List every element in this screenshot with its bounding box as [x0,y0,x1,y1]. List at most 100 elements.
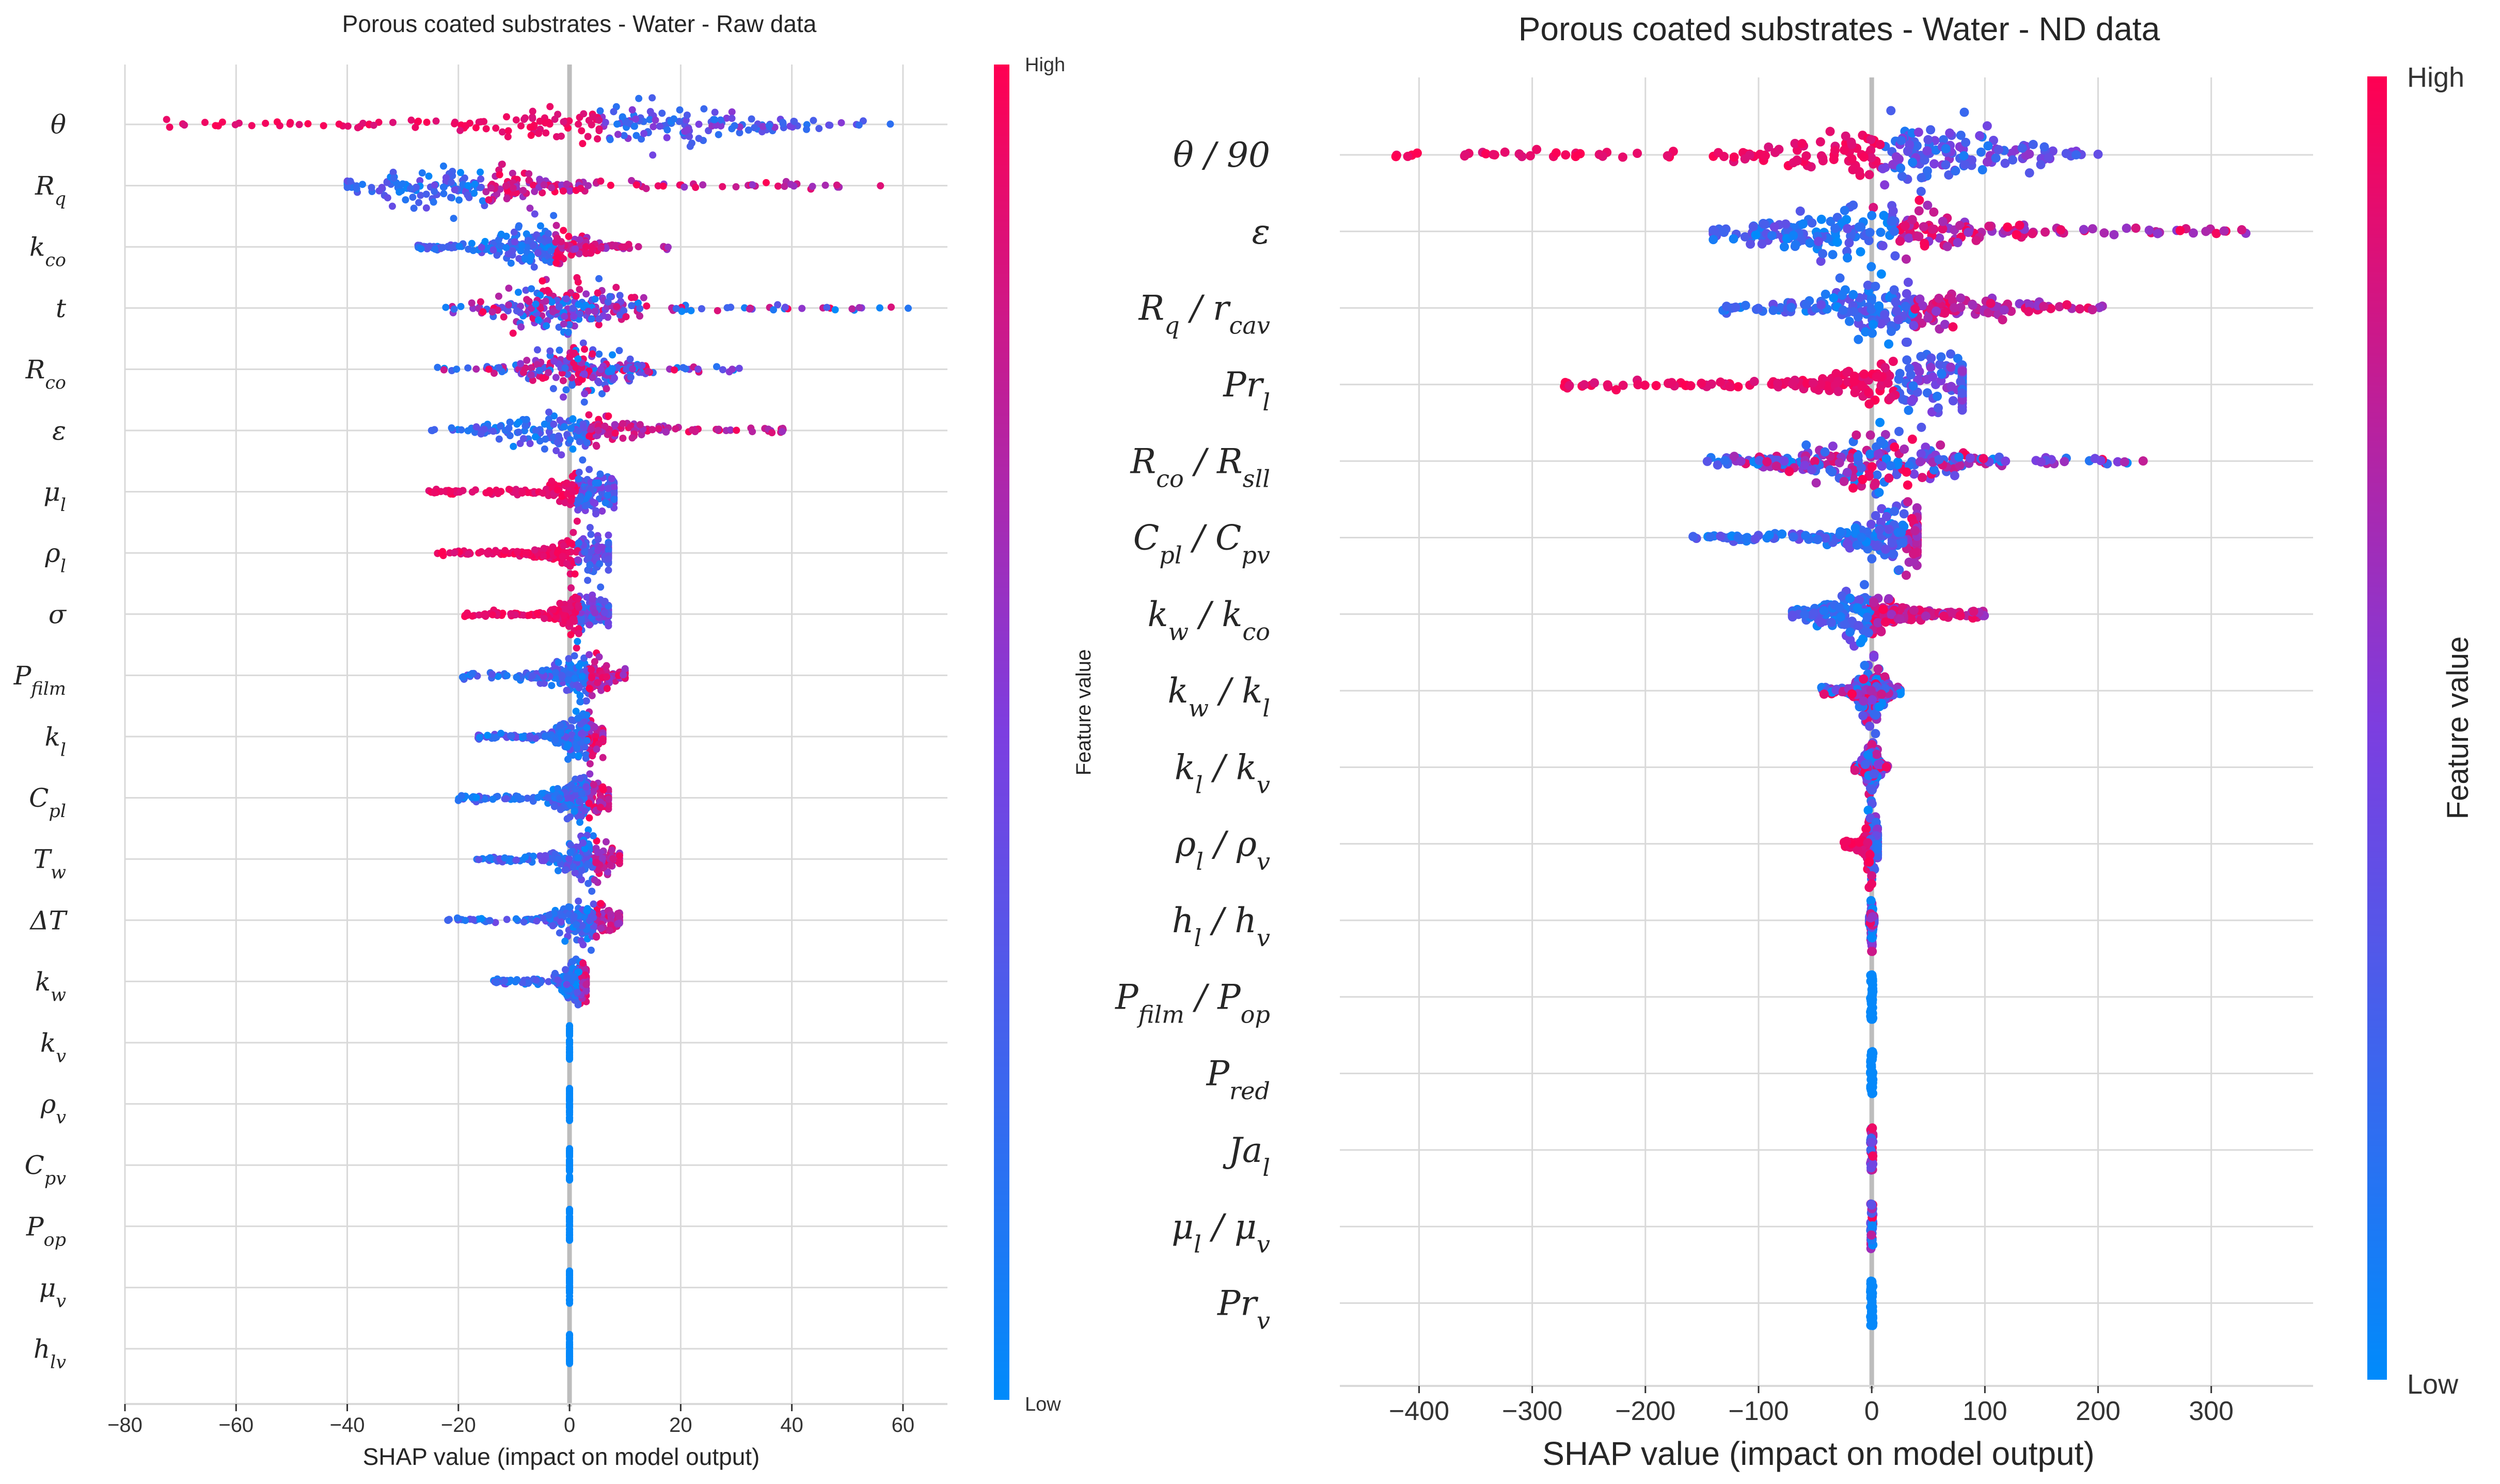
shap-point [728,108,736,116]
shap-point [571,869,579,876]
shap-point [497,729,505,737]
shap-point [540,181,548,189]
shap-point [1633,380,1643,390]
shap-point [560,118,567,125]
shap-point [545,408,553,416]
shap-point [541,445,548,453]
shap-point [1789,231,1798,241]
shap-point [483,549,491,556]
shap-point [553,234,561,242]
shap-point [599,735,607,743]
shap-point [566,1282,574,1289]
shap-point [646,116,654,123]
shap-point [580,398,588,406]
shap-point [466,119,473,127]
shap-point [2003,222,2013,232]
shap-point [604,485,612,492]
shap-point [1900,444,1909,454]
shap-point [520,116,528,123]
shap-point [1825,126,1835,136]
shap-point [1818,249,1828,259]
shap-point [512,116,520,124]
shap-point [540,552,547,560]
shap-point [714,307,721,314]
shap-point [589,752,596,760]
shap-point [493,251,501,259]
shap-point [1790,138,1800,148]
shap-point [1843,253,1853,263]
shap-point [687,307,695,314]
shap-point [1731,302,1740,312]
x-tick-label: 0 [564,1414,575,1437]
shap-point [781,304,789,311]
shap-point [1532,145,1542,154]
shap-point [613,302,621,310]
shap-point [569,305,577,312]
shap-point [611,429,619,437]
shap-point [719,183,726,190]
shap-point [581,502,589,510]
shap-point [634,299,642,307]
shap-point [1852,430,1861,440]
shap-point [495,435,503,443]
shap-point [1751,230,1761,240]
shap-point [586,814,593,822]
shap-point [579,456,587,464]
shap-point [422,204,430,212]
shap-point [602,499,609,506]
shap-point [416,177,424,185]
shap-point [587,946,595,954]
shap-point [594,377,602,385]
shap-point [470,189,478,197]
shap-point [1807,465,1817,475]
shap-point [1839,476,1849,486]
shap-point [662,428,670,436]
shap-point [468,299,476,307]
shap-point [1895,236,1905,246]
shap-point [531,188,539,196]
shap-point [877,182,884,189]
shap-point [532,300,540,308]
shap-point [407,116,415,124]
shap-point [1926,353,1936,363]
shap-point [567,584,575,592]
shap-point [569,415,577,423]
shap-point [248,122,256,130]
shap-point [595,275,603,282]
feature-label: μl [43,477,66,516]
shap-point [431,245,439,253]
shap-point [558,492,566,500]
shap-point [770,306,778,314]
shap-point [584,860,592,868]
shap-point [565,538,573,546]
shap-point [1848,483,1858,493]
shap-point [353,185,360,193]
shap-point [2039,301,2049,311]
shap-point [523,416,530,423]
shap-point [440,190,448,198]
shap-point [1960,159,1970,169]
shap-point [509,329,517,337]
shap-point [507,610,515,617]
feature-label: Cpl [29,783,66,822]
shap-point [612,242,620,249]
chart-title: Porous coated substrates - Water - Raw d… [342,10,817,37]
shap-point [1757,239,1767,249]
shap-point [581,390,589,397]
shap-point [1816,300,1826,310]
shap-point [576,797,583,805]
shap-point [566,1049,574,1057]
shap-point [417,245,425,253]
shap-point [472,794,480,802]
shap-point [559,552,566,560]
shap-point [1866,519,1876,529]
shap-point [1892,470,1902,480]
shap-point [415,117,422,125]
shap-point [582,243,590,250]
shap-point [670,115,678,123]
shap-point [1903,277,1913,287]
shap-point [1948,396,1958,406]
shap-point [492,124,500,132]
shap-point [1603,382,1613,392]
shap-point [1771,461,1781,471]
